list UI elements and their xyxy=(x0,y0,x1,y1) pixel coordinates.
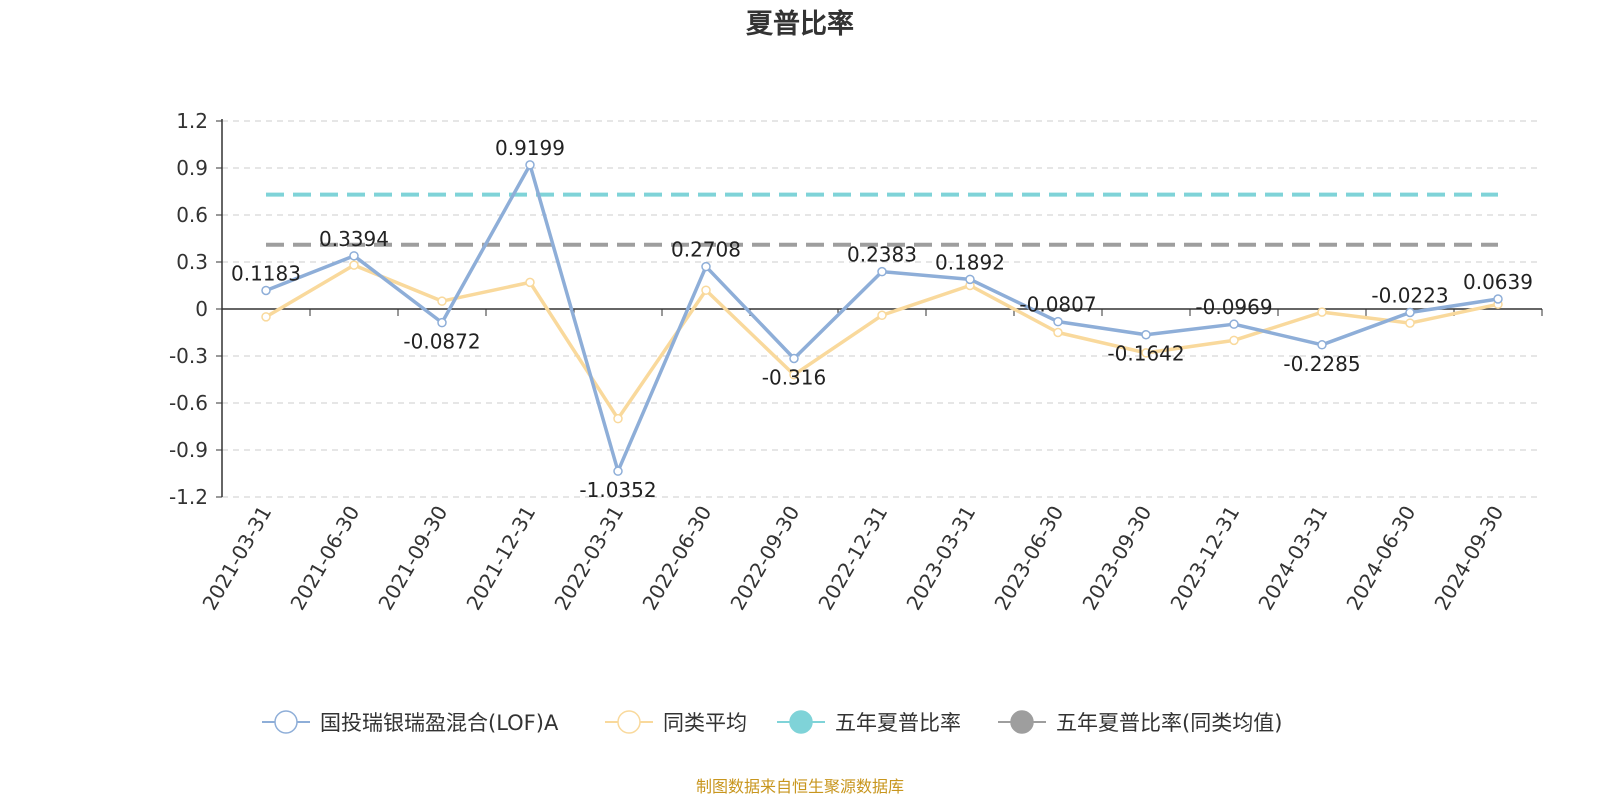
y-tick-label: 0.9 xyxy=(176,156,208,180)
data-point xyxy=(525,277,535,288)
y-tick-label: -1.2 xyxy=(169,485,208,509)
x-tick-label: 2024-09-30 xyxy=(1429,502,1508,615)
data-label: -1.0352 xyxy=(579,478,656,502)
data-point xyxy=(1053,327,1063,338)
y-tick-label: -0.6 xyxy=(169,391,208,415)
y-tick-label: -0.9 xyxy=(169,438,208,462)
data-point xyxy=(1317,340,1327,350)
data-point xyxy=(1405,307,1415,318)
data-point xyxy=(877,266,887,277)
x-tick-label: 2022-09-30 xyxy=(725,502,804,615)
legend-label: 国投瑞银瑞盈混合(LOF)A xyxy=(320,711,559,735)
data-label: 0.1183 xyxy=(231,261,301,285)
data-point xyxy=(1229,319,1239,329)
legend-item[interactable]: 五年夏普比率(同类均值) xyxy=(998,710,1282,735)
legend-marker xyxy=(617,710,641,734)
data-point xyxy=(1053,316,1063,327)
data-label: 0.0639 xyxy=(1463,270,1533,294)
data-point xyxy=(613,413,623,424)
data-point xyxy=(525,160,535,170)
data-point xyxy=(1141,348,1151,358)
data-point xyxy=(1405,318,1415,328)
data-point xyxy=(701,285,711,295)
data-point xyxy=(1493,294,1503,304)
series-lines xyxy=(261,160,1503,476)
data-label: 0.3394 xyxy=(319,227,389,251)
data-label: 0.2383 xyxy=(847,243,917,267)
data-label: -0.0807 xyxy=(1019,293,1096,317)
data-point xyxy=(1229,335,1239,346)
data-label: -0.0223 xyxy=(1371,283,1448,307)
data-point xyxy=(437,317,447,328)
y-tick-label: 1.2 xyxy=(176,109,208,133)
data-label: -0.2285 xyxy=(1283,352,1360,376)
data-point xyxy=(261,285,271,296)
data-label: -0.316 xyxy=(762,366,826,390)
data-label: 0.9199 xyxy=(495,136,565,160)
data-labels: 0.1183 0.3394 -0.0872 0.9199 -1.0352 0.2708 -0… xyxy=(231,136,1533,502)
data-point xyxy=(1317,307,1327,317)
legend-marker xyxy=(274,710,298,734)
data-point xyxy=(789,370,799,380)
data-point xyxy=(261,312,271,322)
legend-label: 五年夏普比率(同类均值) xyxy=(1056,711,1282,735)
legend-item[interactable]: 国投瑞银瑞盈混合(LOF)A xyxy=(262,710,559,735)
legend-marker xyxy=(1010,710,1034,734)
x-tick-label: 2022-06-30 xyxy=(637,502,716,615)
source-note: 制图数据来自恒生聚源数据库 xyxy=(696,777,904,796)
legend-label: 同类平均 xyxy=(663,711,747,735)
x-tick-label: 2023-09-30 xyxy=(1077,502,1156,615)
data-point xyxy=(349,251,359,261)
legend-label: 五年夏普比率 xyxy=(835,711,961,735)
x-tick-label: 2024-06-30 xyxy=(1341,502,1420,615)
y-tick-label: -0.3 xyxy=(169,344,208,368)
y-tick-label: 0 xyxy=(195,297,208,321)
x-tick-label: 2023-12-31 xyxy=(1165,502,1244,615)
x-tick-label: 2022-12-31 xyxy=(813,502,892,615)
reference-lines xyxy=(266,192,1498,247)
data-point xyxy=(613,466,623,476)
legend-item[interactable]: 五年夏普比率 xyxy=(777,710,961,735)
data-label: -0.0969 xyxy=(1195,295,1272,319)
data-point xyxy=(437,296,447,306)
data-label: -0.0872 xyxy=(403,330,480,354)
legend-marker xyxy=(789,710,813,734)
x-tick-label: 2021-09-30 xyxy=(373,502,452,615)
data-label: -0.1642 xyxy=(1107,342,1184,366)
data-point xyxy=(349,260,359,270)
x-tick-label: 2021-06-30 xyxy=(285,502,364,615)
x-tick-label: 2022-03-31 xyxy=(549,502,628,615)
y-tick-label: 0.6 xyxy=(176,203,208,227)
x-tick-label: 2021-12-31 xyxy=(461,502,540,615)
data-point xyxy=(1141,329,1151,340)
data-point xyxy=(789,353,799,364)
legend[interactable]: 国投瑞银瑞盈混合(LOF)A 同类平均 五年夏普比率 五年夏普比率(同类均值) xyxy=(262,710,1282,735)
data-point xyxy=(701,261,711,272)
chart-title: 夏普比率 xyxy=(746,8,854,40)
data-label: 0.1892 xyxy=(935,250,1005,274)
y-tick-label: 0.3 xyxy=(176,250,208,274)
x-tick-label: 2023-06-30 xyxy=(989,502,1068,615)
data-point xyxy=(965,274,975,285)
x-tick-label: 2023-03-31 xyxy=(901,502,980,615)
x-tick-label: 2024-03-31 xyxy=(1253,502,1332,615)
data-point xyxy=(877,310,887,321)
x-tick-label: 2021-03-31 xyxy=(197,502,276,615)
grid-lines xyxy=(222,120,1542,498)
data-label: 0.2708 xyxy=(671,238,741,262)
legend-item[interactable]: 同类平均 xyxy=(605,710,747,735)
